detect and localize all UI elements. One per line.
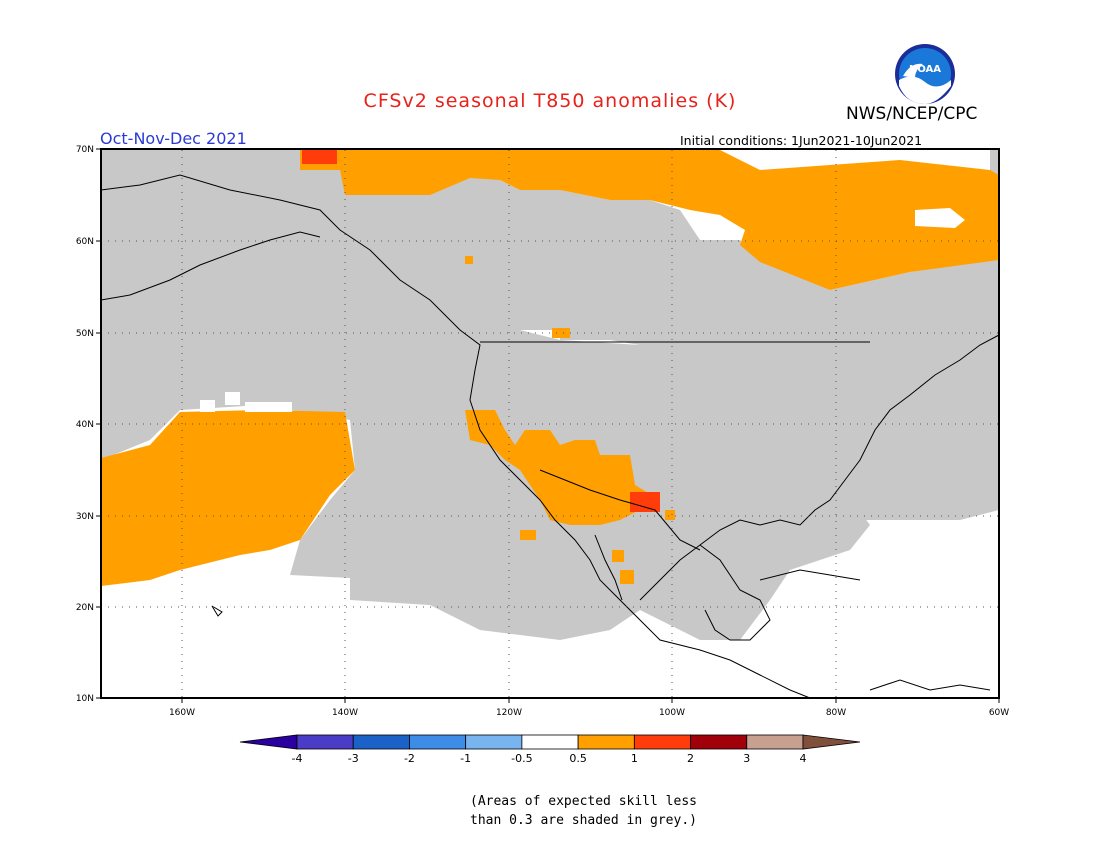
lat-label: 20N	[76, 603, 94, 613]
legend-swatch	[746, 734, 804, 750]
lon-label: 100W	[659, 708, 685, 718]
legend-label: -1	[460, 752, 471, 765]
color-legend: -4 -3 -2 -1 -0.5 0.5 1 2 3 4	[239, 734, 861, 765]
legend-label: 3	[743, 752, 750, 765]
skill-note: (Areas of expected skill less than 0.3 a…	[470, 792, 750, 830]
legend-label: -3	[348, 752, 359, 765]
lat-label: 70N	[76, 145, 94, 155]
legend-label: 2	[687, 752, 694, 765]
lon-label: 120W	[496, 708, 522, 718]
lat-label: 30N	[76, 512, 94, 522]
noaa-logo-text: NOAA	[909, 64, 941, 75]
lat-label: 50N	[76, 329, 94, 339]
legend-swatch	[633, 734, 691, 750]
legend-label: 1	[631, 752, 638, 765]
lon-label: 80W	[826, 708, 846, 718]
legend-swatch	[239, 734, 298, 750]
legend-label: -4	[292, 752, 303, 765]
lon-label: 140W	[332, 708, 358, 718]
legend-swatch	[577, 734, 635, 750]
skill-note-line: (Areas of expected skill less	[470, 794, 697, 809]
legend-swatch	[521, 734, 579, 750]
anomaly-shading	[101, 150, 999, 640]
legend-swatch	[409, 734, 467, 750]
legend-swatch	[352, 734, 410, 750]
noaa-logo: NOAA	[895, 44, 955, 104]
lat-label: 60N	[76, 237, 94, 247]
skill-note-line: than 0.3 are shaded in grey.)	[470, 813, 697, 828]
ticks	[96, 148, 1000, 703]
legend-label: -0.5	[511, 752, 532, 765]
lon-label: 160W	[169, 708, 195, 718]
legend-swatch	[296, 734, 354, 750]
legend-swatch	[690, 734, 748, 750]
lon-label: 60W	[989, 708, 1009, 718]
initial-conditions-label: Initial conditions: 1Jun2021-10Jun2021	[680, 133, 923, 148]
graticule	[101, 150, 999, 698]
agency-label: NWS/NCEP/CPC	[846, 104, 978, 124]
legend-label: 4	[800, 752, 807, 765]
lat-label: 40N	[76, 420, 94, 430]
legend-label: 0.5	[569, 752, 587, 765]
season-label: Oct-Nov-Dec 2021	[100, 129, 247, 148]
map-title: CFSv2 seasonal T850 anomalies (K)	[363, 90, 737, 112]
lat-label: 10N	[76, 694, 94, 704]
legend-label: -2	[404, 752, 415, 765]
coastlines	[100, 174, 1000, 699]
legend-swatch	[802, 734, 861, 750]
legend-swatch	[465, 734, 523, 750]
